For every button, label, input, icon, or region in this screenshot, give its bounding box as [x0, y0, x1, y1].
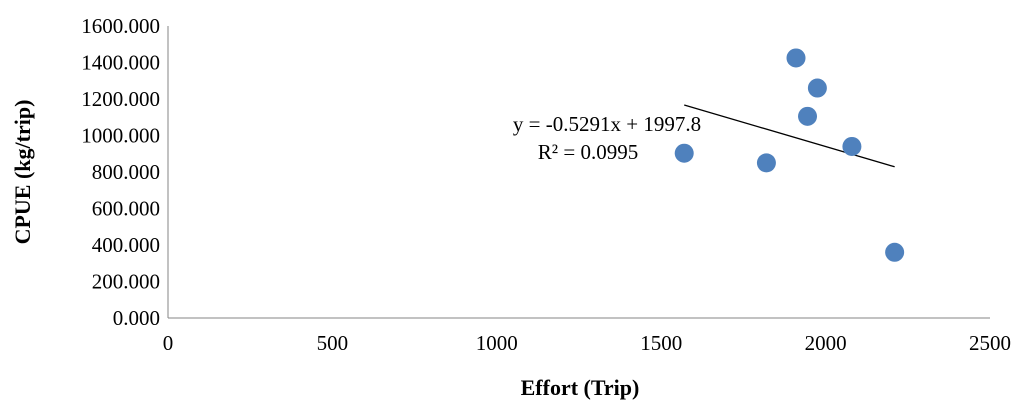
x-tick-label: 1000 — [476, 331, 518, 355]
y-tick-label: 1200.000 — [81, 87, 160, 111]
trendline — [684, 104, 895, 168]
data-point — [798, 106, 818, 126]
y-tick-label: 1600.000 — [81, 14, 160, 38]
y-tick-label: 800.000 — [92, 160, 160, 184]
x-tick-label: 2500 — [969, 331, 1011, 355]
axes — [167, 26, 990, 319]
y-tick-label: 200.000 — [92, 270, 160, 294]
y-tick-label: 400.000 — [92, 233, 160, 257]
x-tick-label: 2000 — [805, 331, 847, 355]
x-tick-labels: 0 500 1000 1500 2000 2500 — [163, 331, 1011, 355]
y-tick-label: 1400.000 — [81, 51, 160, 75]
data-point — [674, 143, 694, 163]
data-point — [842, 136, 862, 156]
data-point — [807, 78, 827, 98]
data-point — [885, 242, 905, 262]
data-point — [756, 153, 776, 173]
y-tick-label: 1000.000 — [81, 124, 160, 148]
x-tick-label: 0 — [163, 331, 174, 355]
y-tick-label: 0.000 — [113, 306, 160, 330]
trendline-equation: y = -0.5291x + 1997.8 — [513, 112, 701, 136]
x-tick-label: 500 — [317, 331, 349, 355]
x-tick-label: 1500 — [640, 331, 682, 355]
x-axis-title: Effort (Trip) — [521, 375, 640, 400]
trendline-r-squared: R² = 0.0995 — [538, 140, 638, 164]
y-axis-title: CPUE (kg/trip) — [10, 100, 35, 245]
data-points — [674, 48, 905, 262]
y-tick-labels: 0.000 200.000 400.000 600.000 800.000 1000.00… — [81, 14, 160, 330]
data-point — [786, 48, 806, 68]
trendline-group — [684, 104, 895, 168]
y-tick-label: 600.000 — [92, 197, 160, 221]
